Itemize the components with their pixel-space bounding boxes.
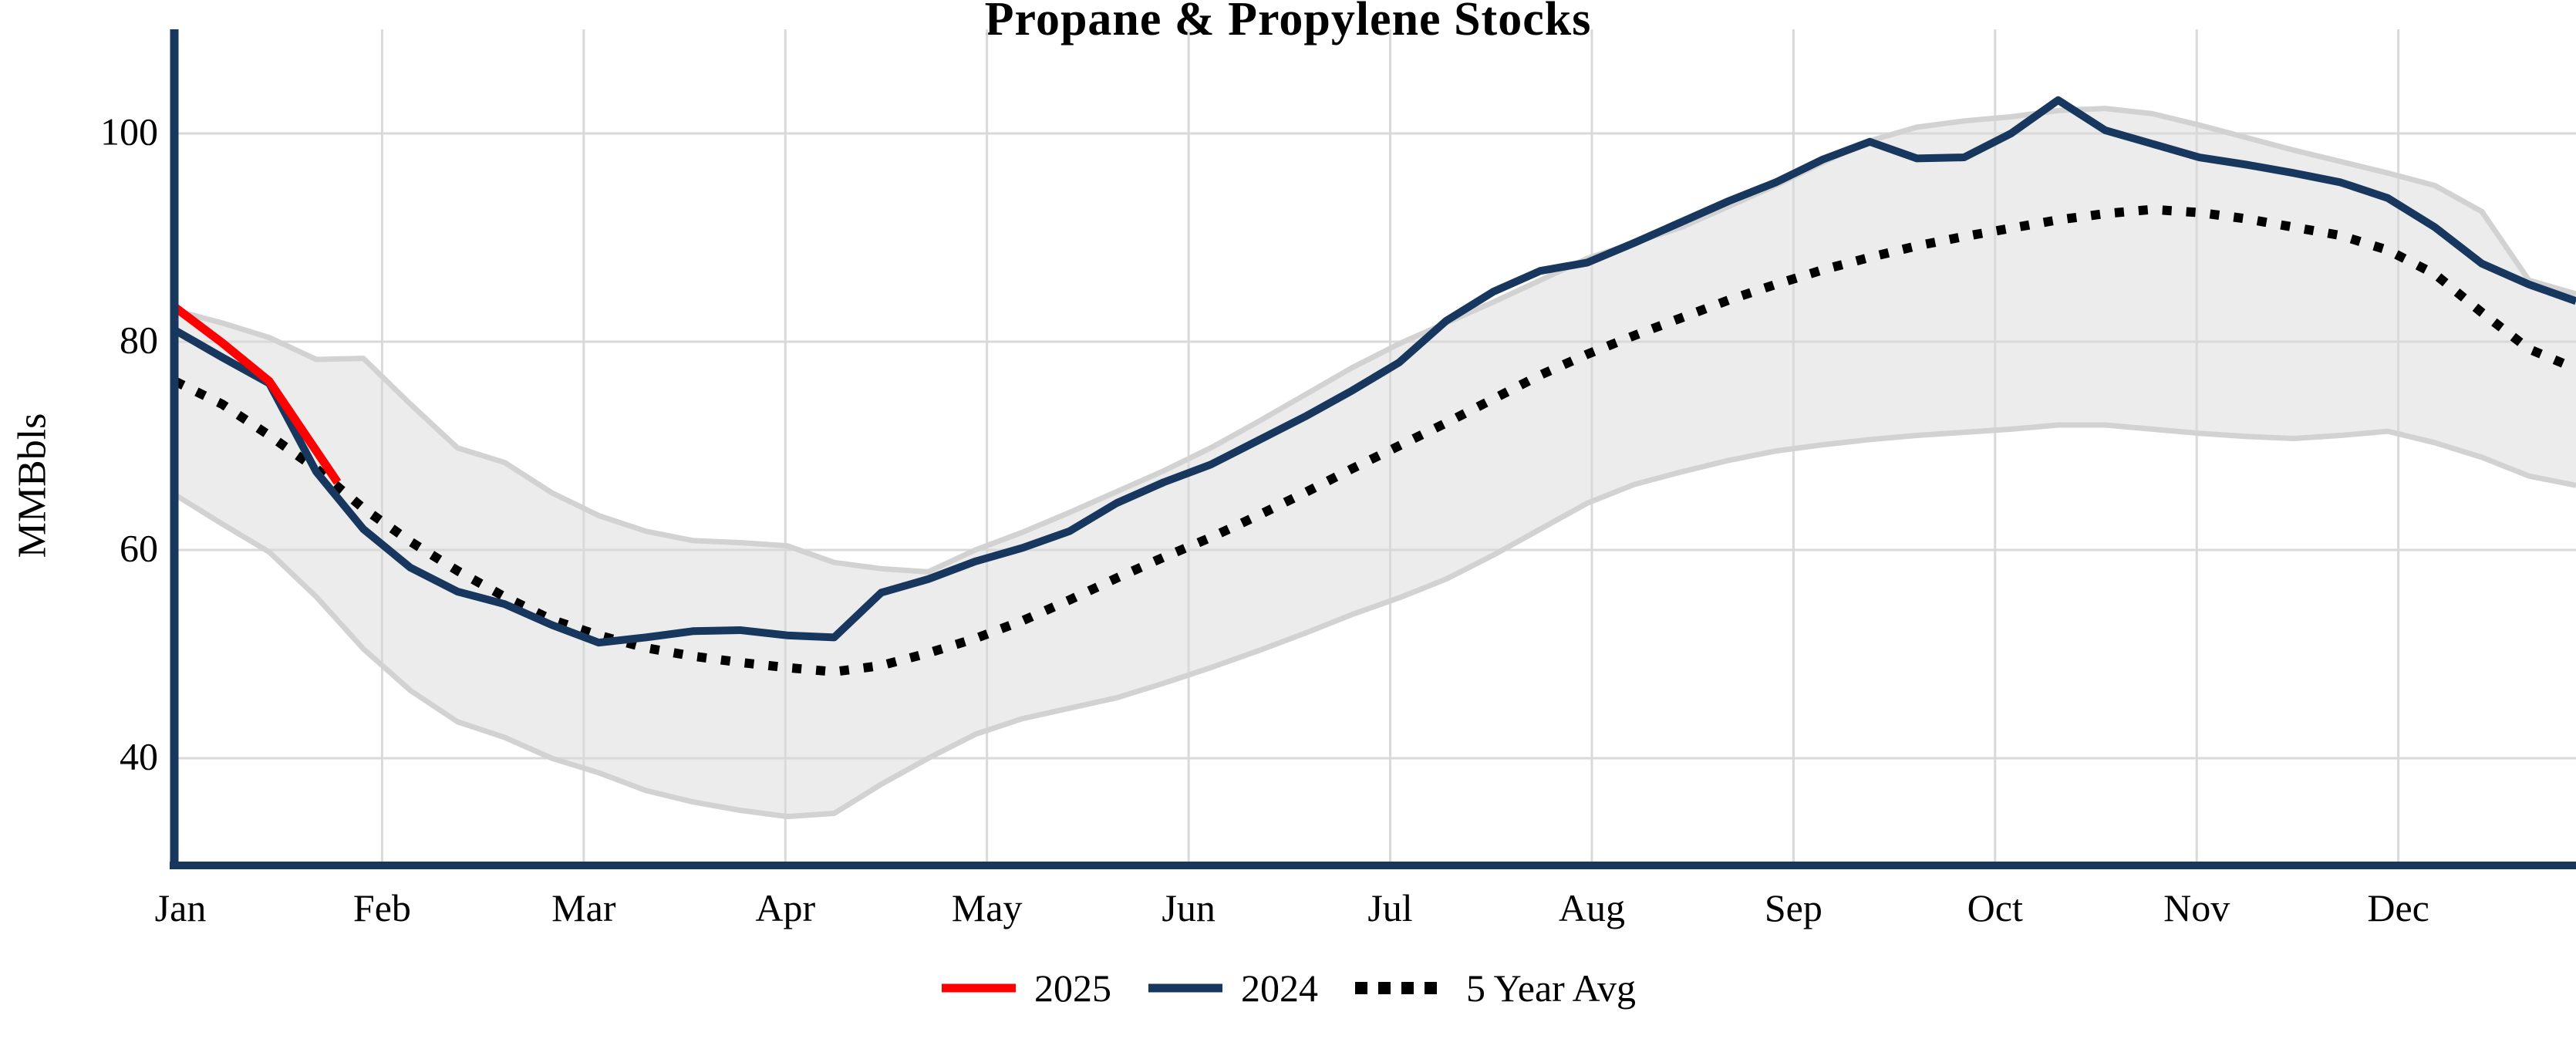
legend: 2025 2024 5 Year Avg [0, 966, 2576, 1010]
navy-line-icon [1148, 983, 1223, 993]
legend-item-2025: 2025 [940, 966, 1111, 1010]
legend-label-2025: 2025 [1034, 966, 1112, 1010]
month-label-Jul: Jul [1367, 886, 1413, 929]
series-line-2024 [173, 96, 2576, 647]
month-label-Apr: Apr [755, 886, 816, 929]
chart-title: Propane & Propylene Stocks [984, 0, 1592, 46]
band-upper-edge [174, 106, 2576, 575]
month-label-Dec: Dec [2367, 886, 2429, 929]
month-label-Feb: Feb [352, 886, 411, 929]
y-tick-label-40: 40 [120, 734, 158, 778]
dotted-line-icon [1355, 982, 1448, 994]
month-label-Mar: Mar [551, 886, 616, 929]
red-line-icon [942, 983, 1017, 993]
series-line-2025 [172, 304, 342, 485]
month-label-Jun: Jun [1162, 886, 1216, 929]
y-tick-label-100: 100 [100, 110, 158, 153]
y-tick-label-80: 80 [120, 318, 158, 362]
month-label-Sep: Sep [1764, 886, 1822, 929]
band-lower-edge [174, 422, 2576, 820]
legend-label-5yr-avg: 5 Year Avg [1466, 966, 1636, 1010]
five-year-range-band [175, 108, 2576, 817]
month-label-Jan: Jan [154, 886, 207, 929]
legend-item-2024: 2024 [1147, 966, 1318, 1010]
series-line-5-year-avg [173, 204, 2576, 676]
month-label-Aug: Aug [1558, 886, 1625, 929]
legend-item-5yr-avg: 5 Year Avg [1354, 966, 1636, 1010]
month-label-Nov: Nov [2163, 886, 2230, 929]
y-tick-label-60: 60 [120, 526, 158, 570]
month-label-Oct: Oct [1967, 886, 2023, 929]
month-label-May: May [951, 886, 1023, 929]
legend-label-2024: 2024 [1241, 966, 1319, 1010]
